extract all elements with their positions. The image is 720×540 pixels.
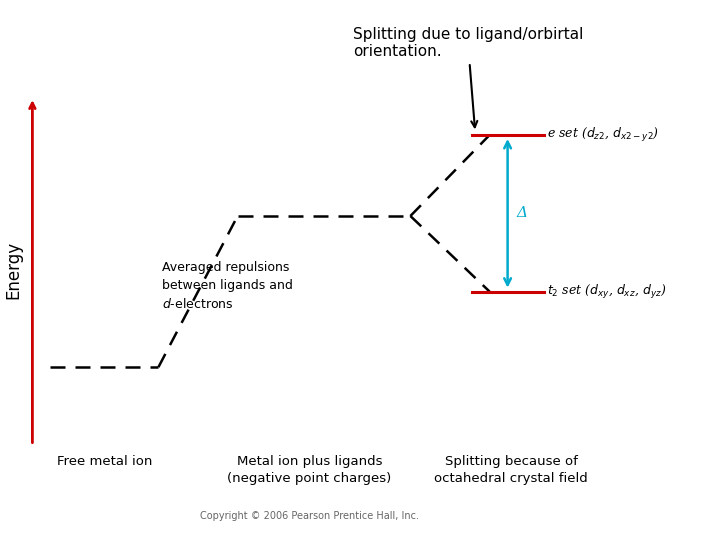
Text: Free metal ion: Free metal ion <box>57 455 152 468</box>
Text: Averaged repulsions
between ligands and
$d$-electrons: Averaged repulsions between ligands and … <box>162 261 293 312</box>
Text: $t_{2}$ set ($d_{xy}$, $d_{xz}$, $d_{yz}$): $t_{2}$ set ($d_{xy}$, $d_{xz}$, $d_{yz}… <box>547 282 667 301</box>
Text: Copyright © 2006 Pearson Prentice Hall, Inc.: Copyright © 2006 Pearson Prentice Hall, … <box>200 511 419 521</box>
Text: Splitting due to ligand/orbirtal
orientation.: Splitting due to ligand/orbirtal orienta… <box>353 27 583 127</box>
Text: Energy: Energy <box>4 241 22 299</box>
Text: Metal ion plus ligands
(negative point charges): Metal ion plus ligands (negative point c… <box>228 455 392 485</box>
Text: Splitting because of
octahedral crystal field: Splitting because of octahedral crystal … <box>434 455 588 485</box>
Text: e set ($d_{z2}$, $d_{x2-y2}$): e set ($d_{z2}$, $d_{x2-y2}$) <box>547 126 660 144</box>
Text: Δ: Δ <box>517 206 528 220</box>
